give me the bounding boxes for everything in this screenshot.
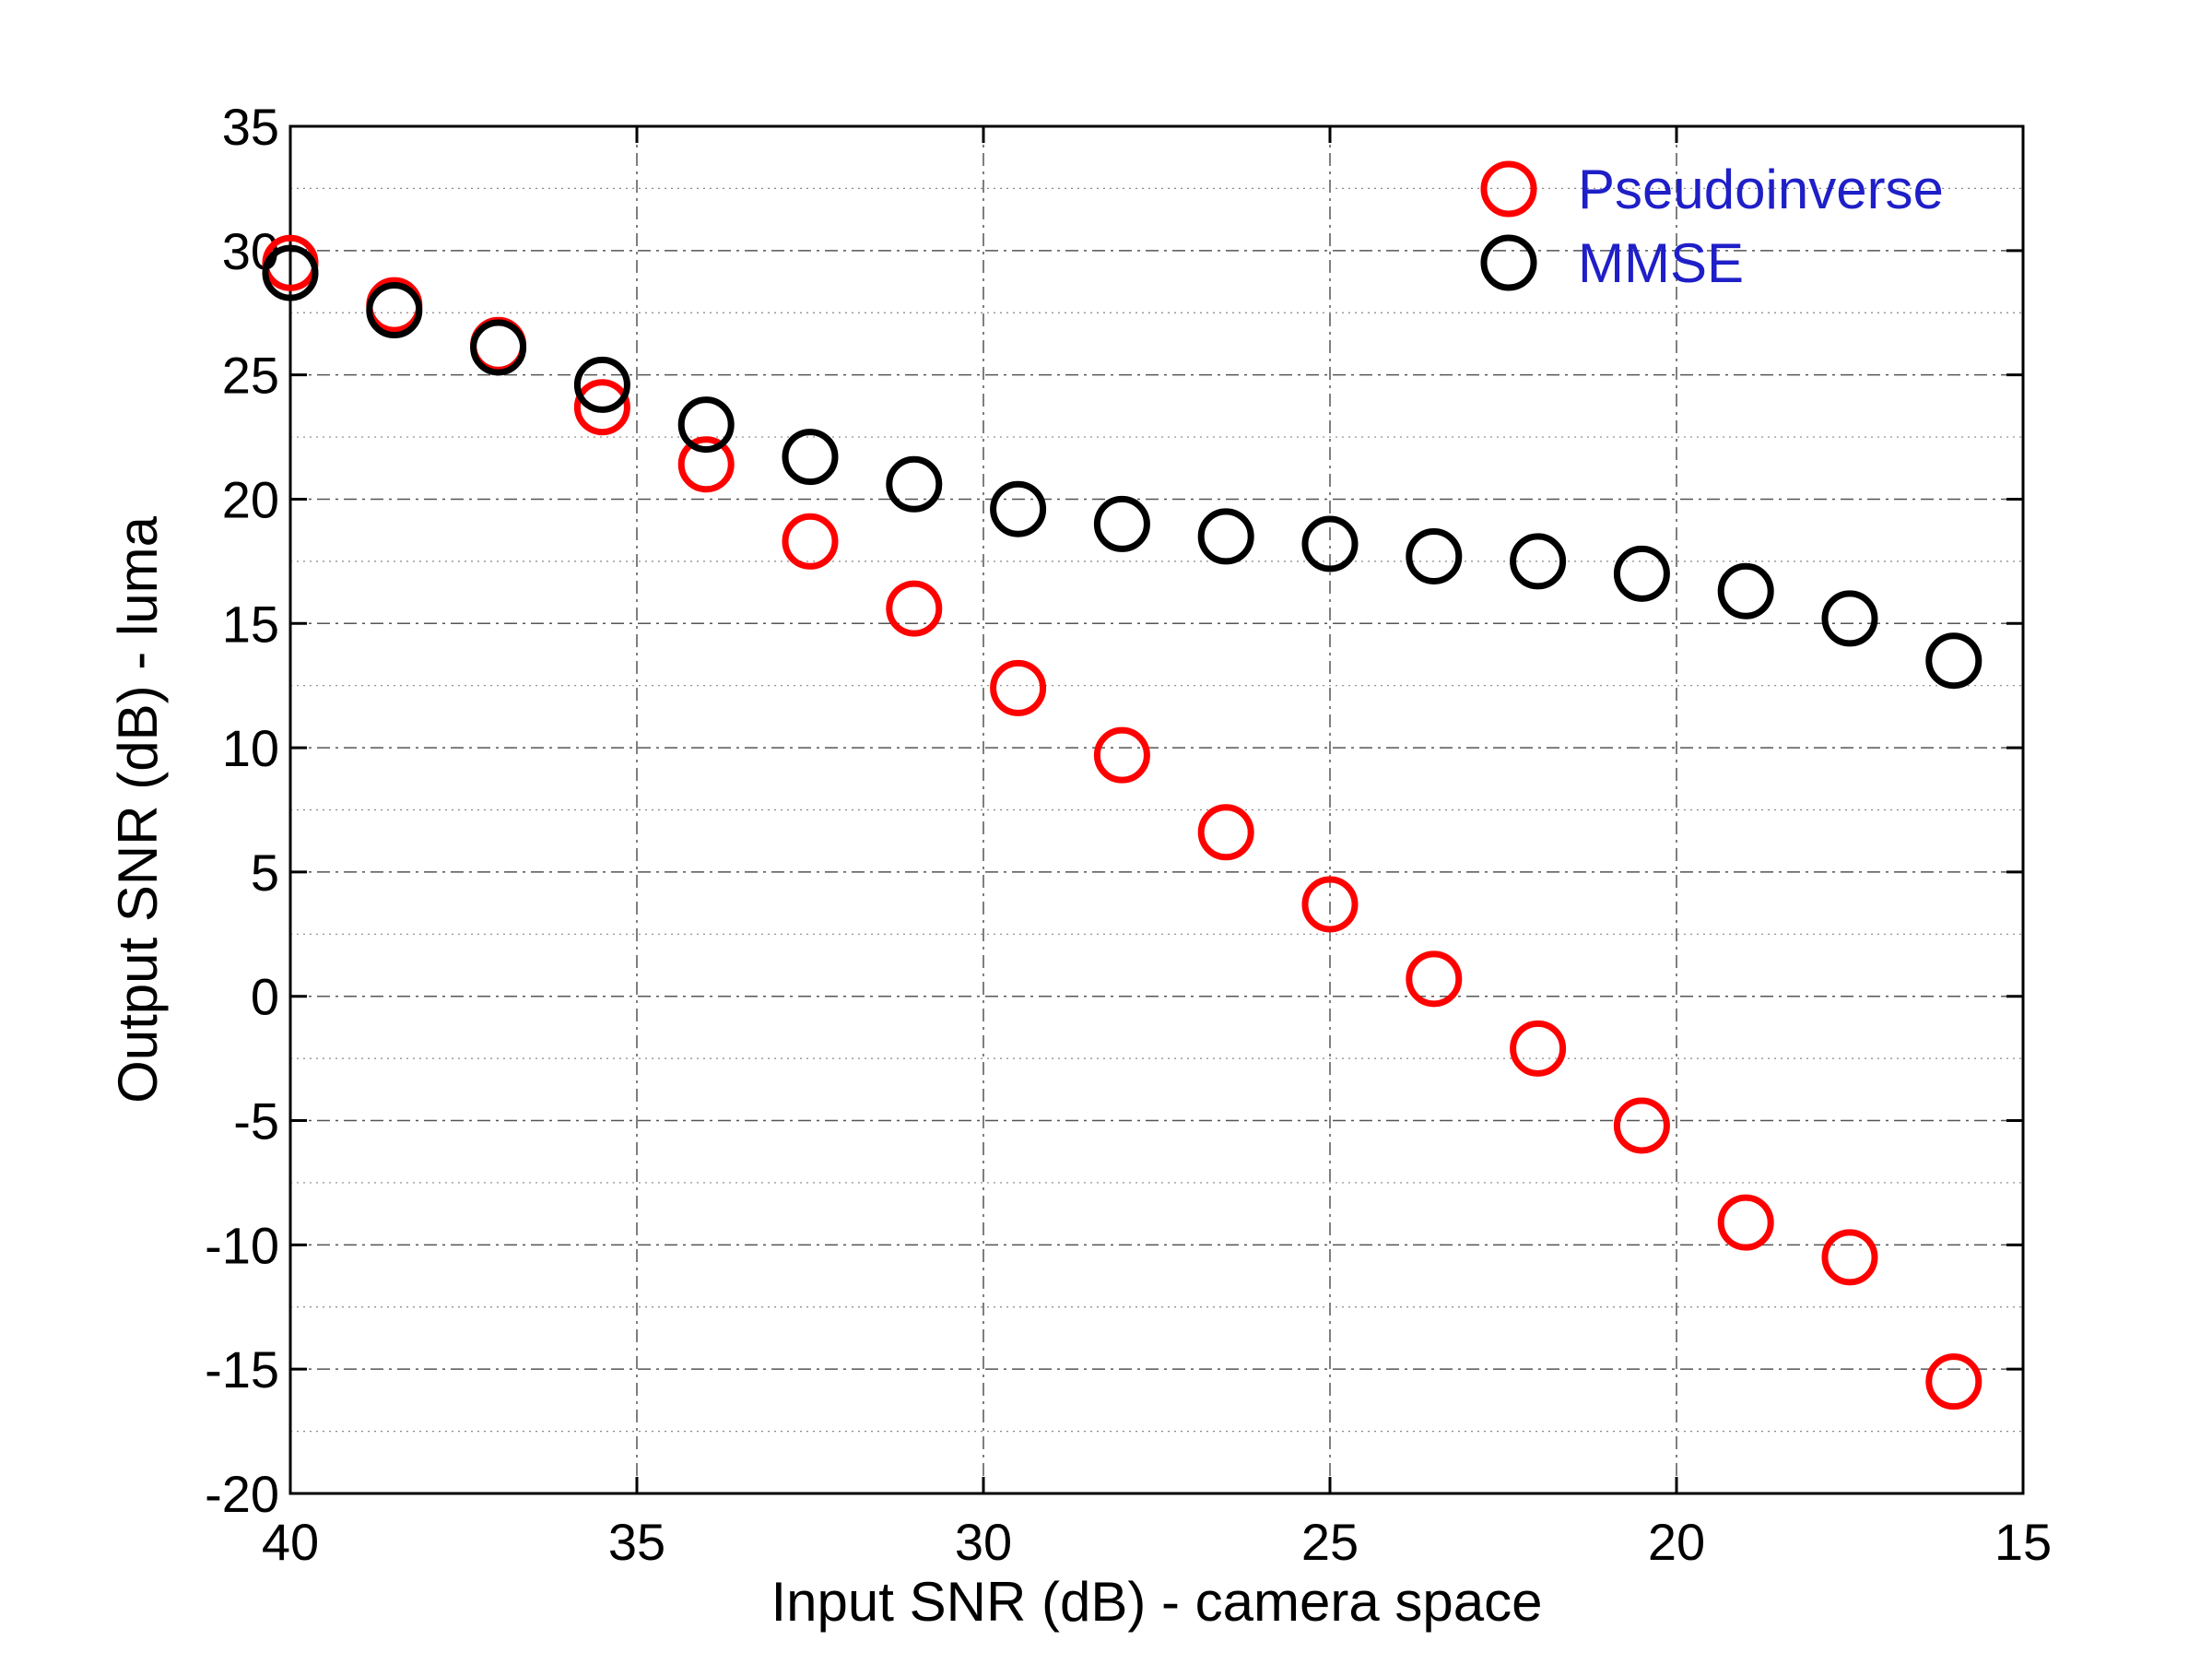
data-point-mmse (990, 480, 1047, 537)
x-tick-label: 15 (1994, 1513, 2052, 1571)
y-tick-label: -15 (205, 1340, 279, 1398)
data-point-mmse (1925, 632, 1983, 690)
y-tick-label: 15 (222, 595, 279, 653)
y-tick-label: 5 (251, 844, 279, 902)
data-point-mmse (470, 319, 527, 376)
data-point-pseudoinverse (1406, 950, 1463, 1008)
y-tick-label: -10 (205, 1216, 279, 1274)
data-point-pseudoinverse (1301, 876, 1359, 933)
legend-marker-pseudoinverse (1480, 160, 1537, 218)
grid (290, 126, 2023, 1493)
x-tick-label: 35 (608, 1513, 665, 1571)
data-point-pseudoinverse (1613, 1097, 1670, 1154)
legend-label-mmse: MMSE (1578, 232, 1744, 294)
y-tick-label: 20 (222, 470, 279, 528)
data-point-pseudoinverse (677, 436, 735, 493)
data-point-pseudoinverse (1510, 1020, 1567, 1077)
data-point-mmse (1613, 545, 1670, 602)
legend-label-pseudoinverse: Pseudoinverse (1578, 159, 1944, 220)
data-point-pseudoinverse (1093, 726, 1150, 784)
data-point-mmse (573, 356, 630, 413)
data-point-mmse (1093, 495, 1150, 552)
y-tick-label: 10 (222, 719, 279, 777)
x-tick-label: 30 (955, 1513, 1012, 1571)
data-point-pseudoinverse (1197, 804, 1254, 861)
data-point-mmse (1301, 515, 1359, 572)
data-point-mmse (1197, 508, 1254, 565)
y-axis-title: Output SNR (dB) - luma (107, 515, 169, 1103)
legend: Pseudoinverse MMSE (1480, 159, 1944, 294)
x-tick-label: 20 (1648, 1513, 1705, 1571)
data-point-mmse (1406, 527, 1463, 584)
data-point-pseudoinverse (990, 659, 1047, 716)
data-point-mmse (782, 429, 839, 486)
data-point-pseudoinverse (1925, 1353, 1983, 1410)
data-point-mmse (262, 244, 319, 301)
data-point-mmse (886, 455, 943, 513)
data-point-mmse (1510, 533, 1567, 590)
y-tick-label: -20 (205, 1465, 279, 1523)
data-point-pseudoinverse (1717, 1194, 1774, 1251)
data-point-pseudoinverse (1821, 1229, 1878, 1286)
plot-frame (288, 124, 2025, 1495)
x-tick-label: 25 (1301, 1513, 1359, 1571)
data-point-mmse (1821, 590, 1878, 647)
y-tick-label: 35 (222, 98, 279, 156)
data-point-mmse (1717, 562, 1774, 620)
data-point-pseudoinverse (886, 580, 943, 637)
x-tick-label: 40 (262, 1513, 319, 1571)
series-mmse (262, 244, 1983, 690)
data-point-mmse (366, 282, 423, 339)
y-tick-label: -5 (233, 1092, 279, 1151)
data-point-pseudoinverse (782, 513, 839, 570)
y-tick-label: 25 (222, 347, 279, 405)
x-axis-title: Input SNR (dB) - camera space (771, 1571, 1543, 1633)
data-series (262, 234, 1983, 1410)
legend-marker-mmse (1480, 234, 1537, 291)
data-point-mmse (677, 396, 735, 454)
data-point-pseudoinverse (573, 379, 630, 436)
y-tick-label: 0 (251, 968, 279, 1026)
